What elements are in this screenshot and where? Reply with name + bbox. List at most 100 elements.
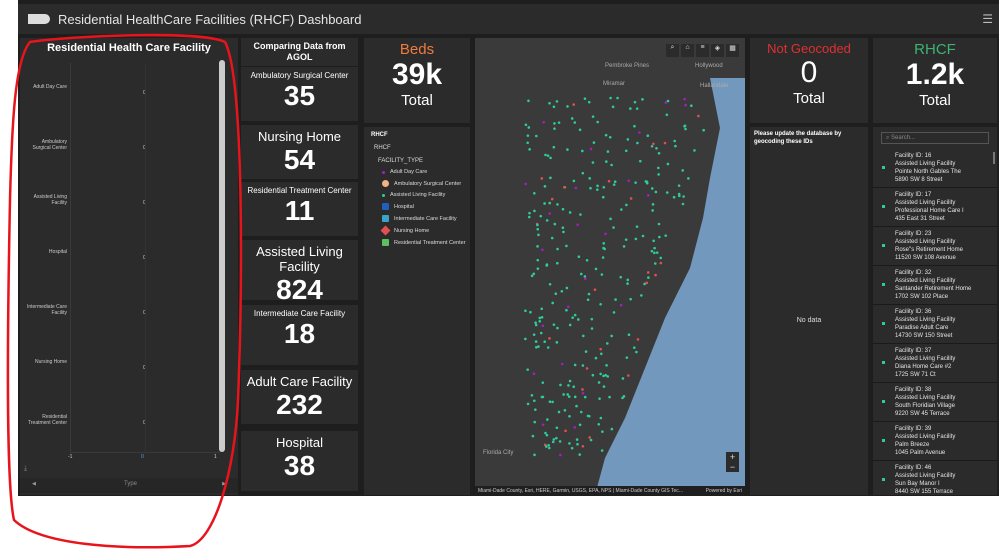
facility-point[interactable] bbox=[552, 105, 556, 109]
list-item[interactable]: Facility ID: 39 Assisted Living Facility P… bbox=[873, 422, 997, 461]
facility-point[interactable] bbox=[552, 438, 556, 441]
facility-point[interactable] bbox=[579, 272, 583, 276]
facility-point[interactable] bbox=[684, 103, 687, 107]
facility-point[interactable] bbox=[533, 209, 536, 213]
facility-point[interactable] bbox=[568, 211, 572, 214]
facility-point[interactable] bbox=[601, 430, 604, 433]
facility-point[interactable] bbox=[638, 131, 641, 134]
facility-point[interactable] bbox=[627, 179, 631, 183]
facility-point[interactable] bbox=[551, 301, 554, 305]
facility-point[interactable] bbox=[647, 276, 650, 279]
zoom-in-button[interactable]: + bbox=[729, 452, 736, 462]
facility-point[interactable] bbox=[573, 313, 577, 317]
search-input[interactable]: ⌕ Search... bbox=[881, 132, 989, 144]
facility-point[interactable] bbox=[646, 271, 650, 274]
legend-list-icon[interactable]: ≡ bbox=[696, 44, 709, 57]
facility-point[interactable] bbox=[619, 303, 623, 307]
facility-point[interactable] bbox=[568, 323, 572, 327]
facility-point[interactable] bbox=[548, 212, 552, 215]
facility-point[interactable] bbox=[534, 321, 537, 324]
facility-point[interactable] bbox=[550, 197, 554, 201]
facility-point[interactable] bbox=[545, 219, 549, 222]
facility-point[interactable] bbox=[583, 275, 587, 278]
facility-point[interactable] bbox=[583, 277, 587, 281]
facility-point[interactable] bbox=[653, 246, 656, 250]
facility-point[interactable] bbox=[562, 185, 566, 189]
facility-point[interactable] bbox=[568, 414, 571, 418]
facility-point[interactable] bbox=[553, 122, 556, 125]
facility-point[interactable] bbox=[664, 101, 668, 104]
facility-point[interactable] bbox=[658, 235, 661, 239]
facility-point[interactable] bbox=[665, 113, 669, 117]
facility-point[interactable] bbox=[540, 177, 544, 180]
list-item[interactable]: Facility ID: 37 Assisted Living Facility D… bbox=[873, 344, 997, 383]
facility-point[interactable] bbox=[650, 144, 654, 148]
home-icon[interactable]: ⌂ bbox=[681, 44, 694, 57]
facility-point[interactable] bbox=[663, 141, 667, 145]
facility-point[interactable] bbox=[532, 333, 536, 336]
facility-point[interactable] bbox=[581, 364, 585, 367]
facility-point[interactable] bbox=[677, 192, 681, 196]
facility-point[interactable] bbox=[570, 117, 574, 120]
facility-point[interactable] bbox=[579, 410, 583, 414]
facility-point[interactable] bbox=[578, 453, 582, 456]
facility-point[interactable] bbox=[557, 410, 561, 414]
facility-point[interactable] bbox=[690, 104, 693, 107]
facility-point[interactable] bbox=[529, 310, 532, 314]
facility-point[interactable] bbox=[580, 149, 584, 153]
facility-point[interactable] bbox=[635, 350, 638, 354]
facility-point[interactable] bbox=[581, 391, 585, 395]
facility-point[interactable] bbox=[547, 444, 550, 447]
facility-point[interactable] bbox=[526, 141, 529, 145]
facility-point[interactable] bbox=[548, 400, 552, 404]
facility-point[interactable] bbox=[539, 331, 543, 335]
facility-point[interactable] bbox=[578, 423, 582, 427]
facility-point[interactable] bbox=[605, 364, 608, 367]
facility-point[interactable] bbox=[632, 346, 636, 349]
facility-point[interactable] bbox=[548, 337, 551, 340]
facility-point[interactable] bbox=[550, 236, 554, 240]
facility-point[interactable] bbox=[666, 99, 670, 103]
facility-point[interactable] bbox=[526, 402, 530, 406]
facility-point[interactable] bbox=[554, 292, 558, 295]
facility-point[interactable] bbox=[533, 191, 536, 195]
facility-point[interactable] bbox=[650, 187, 654, 190]
facility-point[interactable] bbox=[546, 346, 550, 349]
list-item[interactable]: Facility ID: 16 Assisted Living Facility P… bbox=[873, 149, 997, 188]
facility-point[interactable] bbox=[652, 239, 655, 243]
facility-point[interactable] bbox=[547, 446, 551, 450]
facility-point[interactable] bbox=[599, 372, 602, 376]
facility-point[interactable] bbox=[524, 337, 527, 341]
facility-point[interactable] bbox=[673, 139, 676, 143]
facility-point[interactable] bbox=[530, 394, 534, 397]
list-item[interactable]: Facility ID: 36 Assisted Living Facility P… bbox=[873, 305, 997, 344]
facility-point[interactable] bbox=[620, 208, 623, 211]
facility-point[interactable] bbox=[581, 171, 585, 175]
facility-point[interactable] bbox=[602, 385, 606, 388]
facility-point[interactable] bbox=[629, 197, 633, 200]
facility-point[interactable] bbox=[597, 381, 601, 384]
facility-point[interactable] bbox=[526, 134, 530, 137]
facility-point[interactable] bbox=[599, 416, 603, 420]
facility-point[interactable] bbox=[541, 423, 545, 427]
facility-point[interactable] bbox=[587, 100, 591, 104]
facility-point[interactable] bbox=[634, 181, 637, 184]
facility-point[interactable] bbox=[536, 223, 539, 227]
facility-point[interactable] bbox=[607, 179, 611, 183]
facility-point[interactable] bbox=[638, 159, 642, 163]
facility-point[interactable] bbox=[619, 275, 623, 279]
facility-point[interactable] bbox=[684, 127, 687, 131]
facility-point[interactable] bbox=[559, 453, 562, 457]
facility-point[interactable] bbox=[567, 395, 571, 398]
facility-point[interactable] bbox=[531, 434, 535, 438]
facility-point[interactable] bbox=[544, 431, 547, 435]
facility-point[interactable] bbox=[533, 420, 537, 424]
facility-point[interactable] bbox=[600, 449, 604, 452]
facility-point[interactable] bbox=[602, 185, 606, 189]
facility-point[interactable] bbox=[627, 333, 631, 337]
facility-point[interactable] bbox=[527, 215, 531, 219]
list-item[interactable]: Facility ID: 38 Assisted Living Facility S… bbox=[873, 383, 997, 422]
facility-point[interactable] bbox=[636, 141, 639, 145]
list-item[interactable]: Facility ID: 46 Assisted Living Facility S… bbox=[873, 461, 997, 495]
facility-point[interactable] bbox=[657, 222, 661, 226]
